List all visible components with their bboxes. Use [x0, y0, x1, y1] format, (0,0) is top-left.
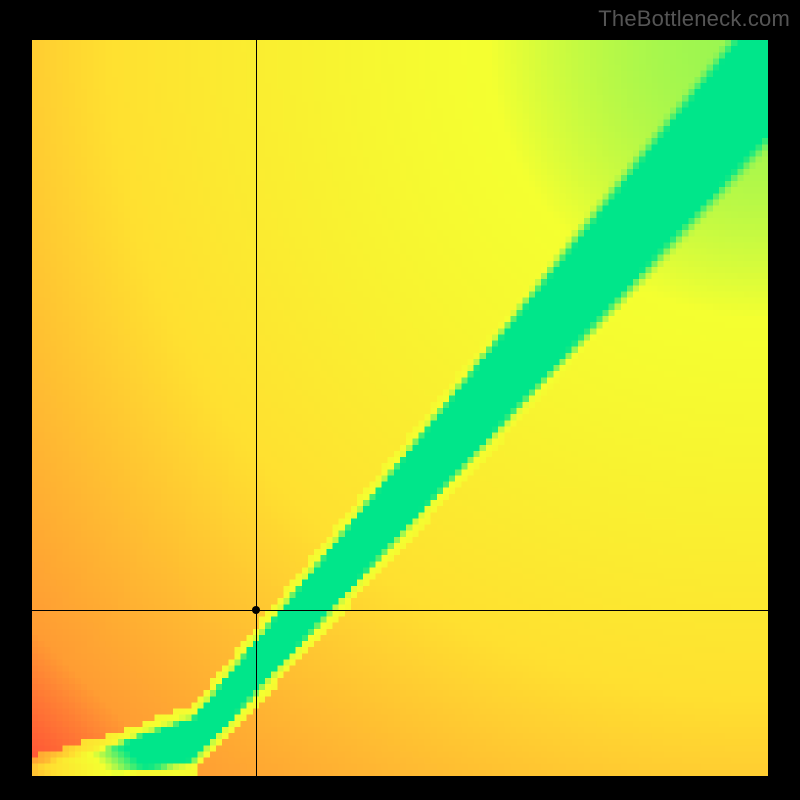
attribution-label: TheBottleneck.com	[598, 6, 790, 32]
heatmap-canvas	[32, 40, 768, 776]
chart-frame: TheBottleneck.com	[0, 0, 800, 800]
heatmap-plot	[32, 40, 768, 776]
crosshair-vertical	[256, 40, 257, 776]
crosshair-horizontal	[32, 610, 768, 611]
